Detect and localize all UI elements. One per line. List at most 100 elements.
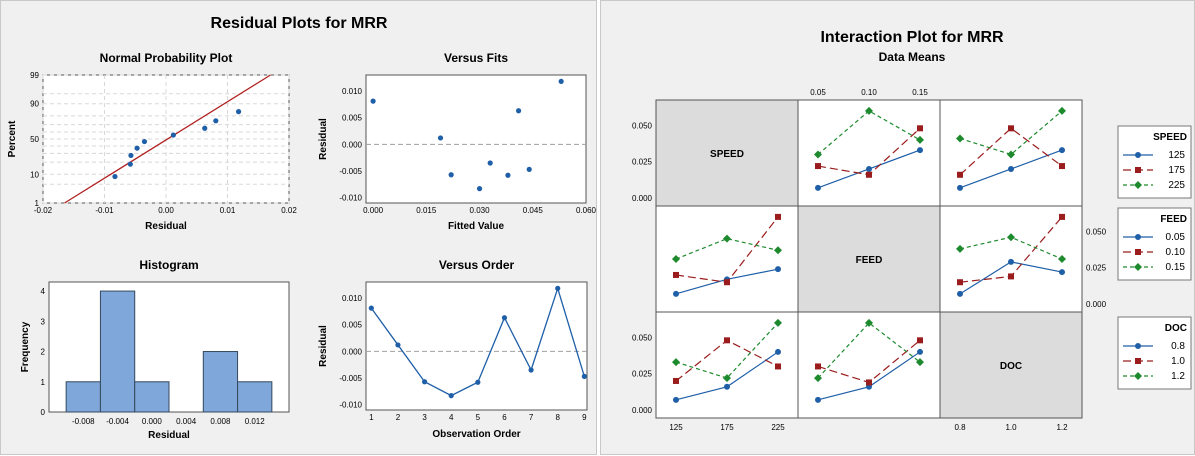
hist-x-tick-label: -0.008: [72, 417, 95, 426]
vorder-data-point: [475, 379, 481, 385]
interaction-marker-diamond: [723, 234, 731, 243]
legend-title: DOC: [1165, 323, 1187, 334]
interaction-marker-circle: [775, 266, 781, 273]
interaction-x-tick-label: 1.2: [1056, 423, 1068, 432]
vorder-data-point: [395, 342, 401, 348]
legend-title: FEED: [1160, 214, 1187, 225]
interaction-marker-diamond: [1058, 255, 1066, 263]
vfits-y-tick-label: 0.005: [342, 114, 363, 123]
interaction-x-tick-label: 225: [771, 423, 785, 432]
interaction-marker-square: [1059, 213, 1065, 220]
legend-marker-square: [1135, 358, 1141, 364]
vorder-x-tick-label: 5: [476, 413, 481, 422]
vorder-x-tick-label: 9: [582, 413, 587, 422]
npp-y-tick-label: 1: [35, 199, 40, 208]
interaction-marker-square: [1059, 163, 1065, 170]
interaction-x-tick-label: 125: [669, 423, 683, 432]
hist-y-tick-label: 3: [41, 317, 46, 326]
interaction-plot-panel: Interaction Plot for MRR Data Means SPEE…: [600, 0, 1195, 455]
vfits-x-axis-label: Fitted Value: [448, 221, 505, 232]
vfits-y-tick-label: -0.005: [339, 167, 362, 176]
interaction-diagonal-label: SPEED: [710, 149, 744, 160]
legend-entry-label: 0.05: [1166, 232, 1186, 243]
interaction-marker-diamond: [865, 106, 873, 115]
interaction-series-line: [817, 110, 921, 155]
hist-bar: [65, 381, 101, 413]
interaction-series-line: [675, 322, 779, 379]
interaction-marker-square: [815, 163, 821, 170]
vorder-data-point: [368, 305, 374, 311]
npp-data-point: [170, 132, 176, 138]
npp-y-tick-label: 50: [30, 135, 39, 144]
vorder-plot-area: [365, 281, 588, 411]
interaction-legends: SPEED 125 175 225 FEED 0.05 0.10 0.15 DOC 0.8 1.0 1…: [1117, 125, 1192, 390]
vfits-plot-area: [365, 74, 587, 204]
vorder-x-tick-label: 6: [502, 413, 507, 422]
npp-data-point: [202, 125, 208, 131]
residual-plots-svg: Residual Plots for MRR Normal Probabilit…: [7, 15, 597, 441]
legend-marker-square: [1135, 249, 1141, 255]
interaction-x-tick-label: 1.0: [1005, 423, 1017, 432]
legend-box: [1117, 125, 1192, 199]
legend-entry-label: 0.15: [1166, 262, 1186, 273]
interaction-marker-diamond: [774, 318, 782, 327]
interaction-series-line: [959, 127, 1063, 176]
interaction-plot-svg: Interaction Plot for MRR Data Means SPEE…: [632, 29, 1192, 432]
legend-entry-label: 0.8: [1171, 341, 1185, 352]
legend-entry-label: 125: [1168, 150, 1185, 161]
interaction-marker-square: [673, 271, 679, 278]
vorder-x-tick-label: 8: [555, 413, 560, 422]
npp-data-point: [213, 118, 219, 124]
vfits-data-point: [448, 172, 454, 178]
interaction-diagonal-cell: [939, 311, 1083, 419]
interaction-marker-circle: [957, 184, 963, 191]
hist-bar: [99, 290, 136, 413]
vorder-y-tick-label: 0.005: [342, 321, 363, 330]
interaction-marker-circle: [957, 290, 963, 297]
npp-fit-line: [64, 74, 271, 204]
vorder-y-tick-label: 0.010: [342, 294, 363, 303]
legend-marker-circle: [1135, 343, 1141, 349]
interaction-marker-diamond: [672, 255, 680, 263]
residual-plots-panel: Residual Plots for MRR Normal Probabilit…: [0, 0, 597, 455]
interaction-diagonal-cell: [655, 99, 799, 207]
interaction-marker-square: [775, 213, 781, 220]
versus-fits-plot: Versus Fits 0.000 0.015 0.030 0.045 0.060 -0.0…: [318, 51, 597, 232]
interaction-marker-circle: [1008, 258, 1014, 265]
interaction-marker-circle: [724, 383, 730, 390]
npp-x-tick-label: 0.00: [158, 206, 174, 215]
legend-title: SPEED: [1153, 132, 1187, 143]
hist-y-tick-label: 0: [41, 408, 46, 417]
npp-data-point: [235, 109, 242, 115]
vfits-title: Versus Fits: [444, 51, 508, 65]
histogram-plot: Histogram -0.008 -0.004 0.000 0.004 0.008 0.01…: [20, 258, 290, 441]
interaction-y-tick-label: 0.025: [1086, 264, 1107, 273]
vorder-x-tick-label: 4: [449, 413, 454, 422]
interaction-marker-circle: [1059, 269, 1065, 276]
vfits-data-point: [487, 160, 493, 166]
vorder-x-tick-label: 2: [396, 413, 401, 422]
interaction-marker-square: [957, 171, 963, 178]
interaction-x-tick-label: 175: [720, 423, 734, 432]
interaction-y-tick-label: 0.000: [632, 194, 653, 203]
hist-x-tick-label: 0.000: [142, 417, 163, 426]
hist-bar: [202, 351, 239, 413]
interaction-y-tick-label: 0.050: [632, 333, 653, 342]
versus-order-plot: Versus Order 1 2 3 4 5 6 7 8 9 -0.010 -0.005 0.000 0.…: [318, 258, 588, 440]
hist-x-tick-label: 0.004: [176, 417, 197, 426]
legend-entry-label: 1.0: [1171, 356, 1185, 367]
interaction-marker-square: [1008, 273, 1014, 280]
vorder-title: Versus Order: [439, 258, 515, 272]
interaction-marker-diamond: [814, 374, 822, 383]
interaction-y-tick-label: 0.025: [632, 370, 653, 379]
vfits-data-point: [526, 166, 532, 172]
hist-y-tick-label: 1: [41, 378, 46, 387]
interaction-marker-square: [724, 337, 730, 344]
vfits-data-point: [505, 172, 511, 178]
npp-title: Normal Probability Plot: [100, 51, 233, 65]
interaction-y-tick-label: 0.025: [632, 158, 653, 167]
hist-y-tick-label: 2: [41, 348, 46, 357]
interaction-diagonal-label: DOC: [1000, 361, 1022, 372]
interaction-marker-diamond: [956, 134, 964, 143]
